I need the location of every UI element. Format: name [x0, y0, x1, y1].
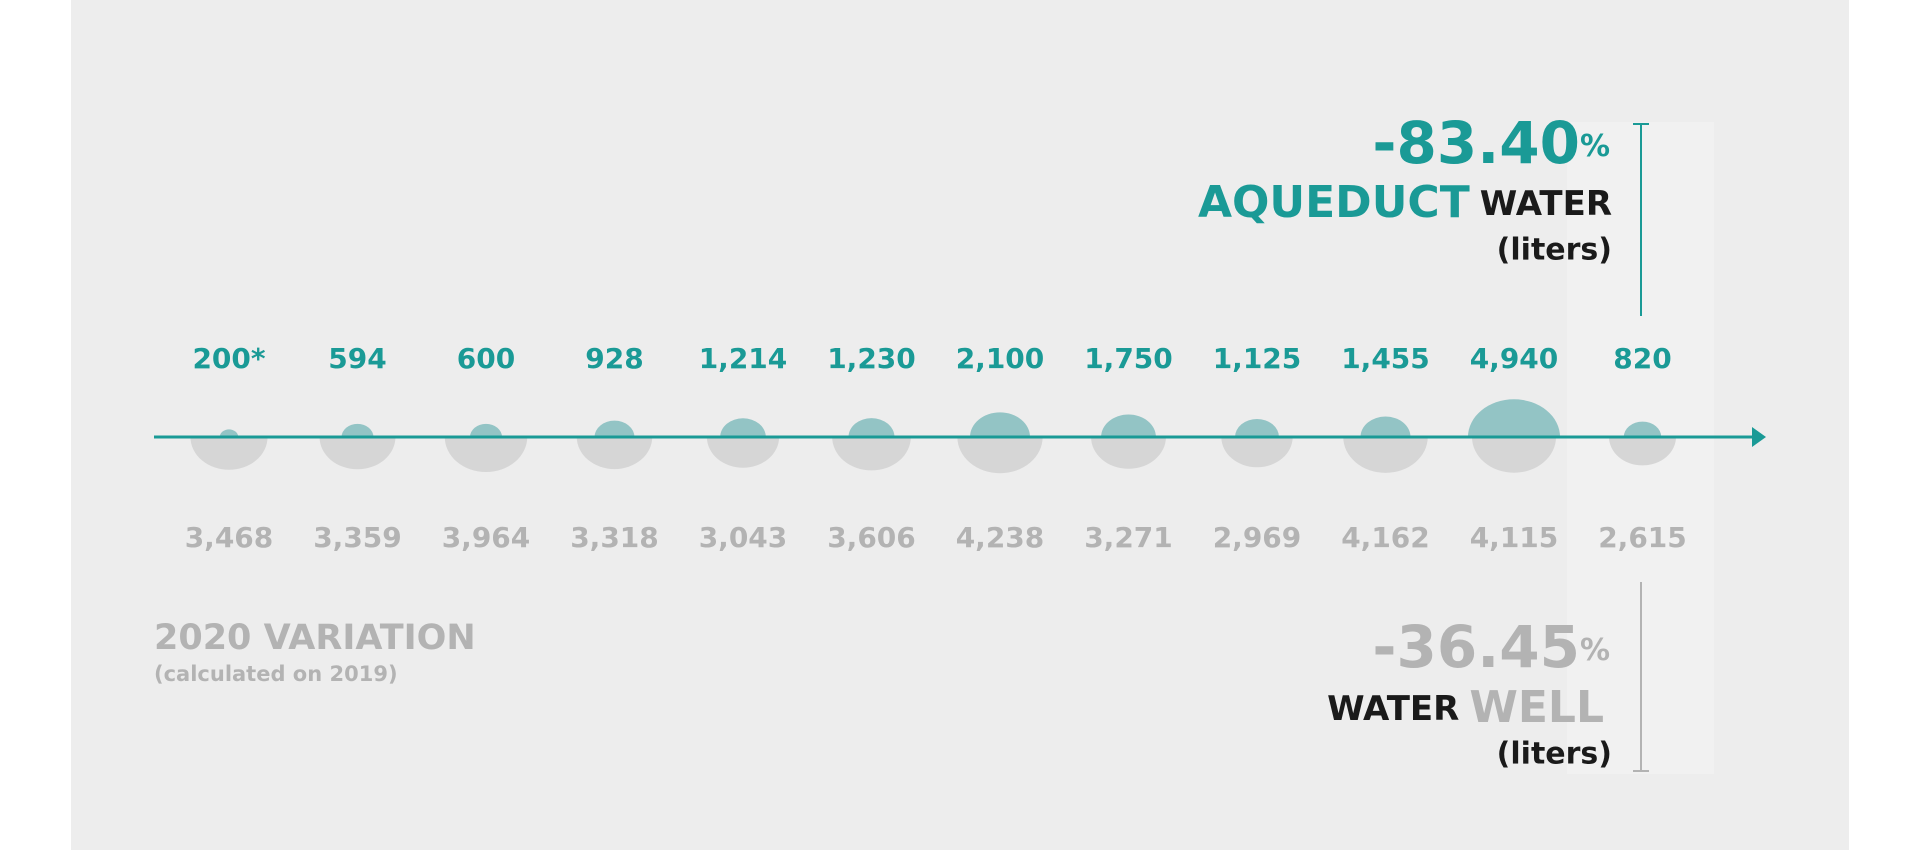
change-unit: % [1580, 129, 1610, 164]
change-figure: -36.45% [1372, 613, 1610, 681]
aqueduct-blob [969, 412, 1031, 437]
change-value: -83.40 [1372, 109, 1580, 177]
value-label: 600 [457, 342, 515, 375]
value-label: 3,359 [313, 521, 402, 554]
well-blob [1091, 437, 1166, 469]
aqueduct-blob [1235, 418, 1279, 437]
value-label: 928 [585, 342, 643, 375]
well-blob [444, 437, 528, 473]
well-blob [957, 437, 1043, 474]
value-label: 2,615 [1598, 521, 1687, 554]
change-value: -36.45 [1372, 613, 1580, 681]
series-heading: AQUEDUCT WATER [1198, 177, 1612, 228]
change-unit: % [1580, 633, 1610, 668]
series-name: WELL [1469, 682, 1604, 733]
well-blob [319, 437, 396, 470]
aqueduct-blob [219, 429, 239, 437]
axis-arrow [1752, 427, 1766, 447]
series-word: WATER [1480, 184, 1612, 224]
footnote-subtitle: (calculated on 2019) [154, 662, 398, 686]
well-blob [832, 437, 911, 471]
aqueduct-blob [594, 420, 635, 437]
value-label: 2,969 [1213, 521, 1302, 554]
aqueduct-blob [1623, 421, 1662, 437]
aqueduct-blob [341, 423, 374, 437]
aqueduct-blob [848, 418, 895, 437]
value-label: 1,214 [699, 342, 788, 375]
well-blob [190, 437, 268, 470]
value-label: 3,318 [570, 521, 659, 554]
value-label: 1,125 [1213, 342, 1302, 375]
footnote-title: 2020 VARIATION [154, 618, 476, 658]
unit-note: (liters) [1497, 233, 1612, 268]
unit-note: (liters) [1497, 737, 1612, 772]
value-label: 594 [328, 342, 386, 375]
value-label: 4,940 [1470, 342, 1559, 375]
well-blob [1221, 437, 1293, 468]
value-label: 3,964 [442, 521, 531, 554]
value-label: 3,043 [699, 521, 788, 554]
value-label: 1,750 [1084, 342, 1173, 375]
series-name: AQUEDUCT [1198, 177, 1470, 228]
value-label: 4,162 [1341, 521, 1430, 554]
value-label: 200* [192, 342, 265, 375]
aqueduct-blob [1360, 416, 1411, 437]
value-label: 4,238 [956, 521, 1045, 554]
value-label: 4,115 [1470, 521, 1559, 554]
well-blob [1343, 437, 1428, 473]
series-word: WATER [1327, 689, 1459, 729]
well-blob [1471, 437, 1557, 473]
value-label: 1,455 [1341, 342, 1430, 375]
well-blob [576, 437, 653, 470]
value-label: 1,230 [827, 342, 916, 375]
well-blob [1609, 437, 1676, 466]
change-figure: -83.40% [1372, 109, 1610, 177]
value-label: 820 [1613, 342, 1671, 375]
value-label: 3,271 [1084, 521, 1173, 554]
value-label: 3,468 [185, 521, 274, 554]
aqueduct-blob [720, 418, 766, 437]
aqueduct-blob [1101, 414, 1156, 437]
well-blob [706, 437, 780, 468]
aqueduct-blob [469, 423, 503, 437]
value-label: 3,606 [827, 521, 916, 554]
value-label: 2,100 [956, 342, 1045, 375]
aqueduct-blob [1467, 399, 1561, 437]
series-heading: WATER WELL [1327, 682, 1604, 733]
